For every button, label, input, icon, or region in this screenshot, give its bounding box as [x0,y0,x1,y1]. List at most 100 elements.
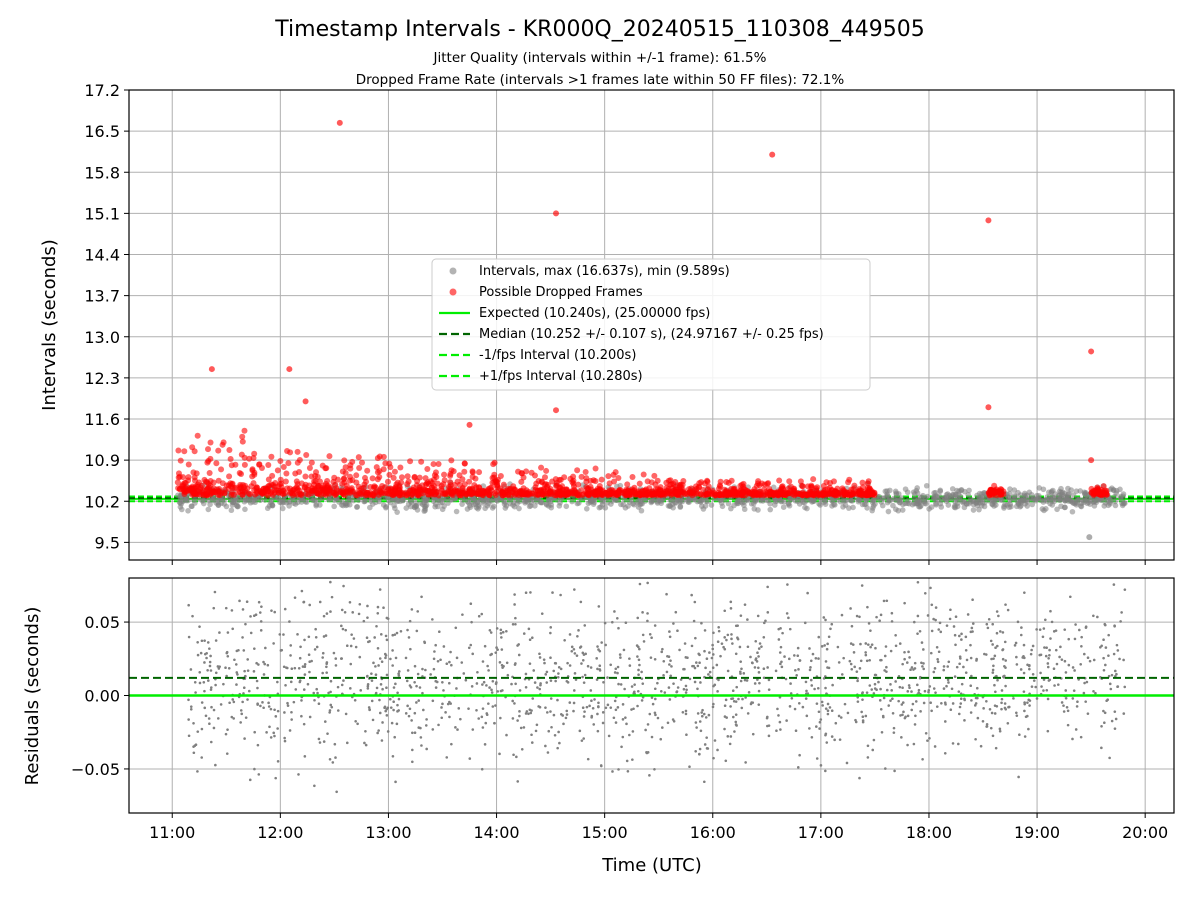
dropped-point [849,491,856,498]
residual-point [993,704,997,707]
residual-point [256,703,259,706]
residual-point [810,735,814,739]
residual-point [640,677,644,680]
residual-point [377,729,380,732]
residual-point [371,718,375,722]
residual-point [969,711,973,714]
residual-point [1079,735,1083,739]
dropped-point [813,490,820,497]
residual-point [290,710,293,714]
residual-point [187,734,191,738]
residual-point [684,684,688,688]
residual-point [891,711,895,715]
residuals-reference-lines [129,676,1174,697]
residual-point [313,648,317,651]
residual-point [386,617,390,620]
residual-point [1108,756,1111,760]
residual-point [613,610,616,613]
residual-point [850,667,854,671]
residual-point [579,600,583,604]
interval-point [362,497,369,504]
residual-point [901,713,904,717]
interval-point [543,502,550,508]
residual-point [588,704,591,708]
dropped-point [497,472,504,479]
residual-point [359,689,363,692]
residual-point [996,644,999,648]
interval-point [849,498,856,504]
residual-point [1058,655,1061,659]
residual-point [703,629,707,632]
residual-point [423,640,426,644]
interval-point [667,498,674,504]
dropped-point [470,489,477,496]
residual-point [872,692,876,695]
residual-point [317,737,321,741]
interval-point [703,498,710,504]
residual-point [650,696,654,699]
residual-point [692,619,696,623]
residual-point [929,651,933,655]
residual-point [483,743,487,746]
residual-point [732,700,736,703]
residual-point [906,743,909,747]
residual-point [1022,690,1026,693]
residual-point [607,734,611,738]
residual-point [196,730,200,733]
dropped-point [476,490,483,497]
residual-point [307,653,311,656]
residual-point [333,742,337,746]
residual-point [391,649,394,652]
dropped-point [463,490,470,497]
residual-point [565,709,569,713]
residual-point [868,658,871,662]
interval-point [1022,501,1028,507]
dropped-point [398,479,405,486]
residual-point [216,717,220,720]
residual-point [198,681,202,685]
residual-point [708,651,711,654]
residual-point [920,661,923,665]
interval-point [181,497,188,504]
residual-point [520,748,524,751]
residual-point [234,663,238,666]
residual-point [754,658,758,662]
residual-point [825,647,829,651]
interval-point [228,507,235,514]
interval-point [1084,497,1091,503]
residual-point [399,629,403,633]
residual-point [618,653,622,656]
residual-point [1047,657,1050,660]
residual-point [424,724,428,727]
residual-point [975,659,978,662]
residual-point [667,655,671,659]
residual-point [971,622,975,625]
residual-point [421,691,424,695]
residual-point [646,619,649,623]
residual-point [518,710,521,713]
residual-point [825,741,829,744]
residual-point [889,649,893,653]
residual-point [731,642,734,645]
residual-point [218,631,221,634]
residual-point [248,778,252,782]
residual-point [583,624,587,627]
dropped-point [704,491,711,498]
interval-point [510,502,516,508]
residual-point [583,673,587,677]
residual-point [1112,583,1116,586]
interval-point [231,499,238,505]
residual-point [331,761,335,764]
residual-point [231,627,235,631]
residual-point [386,706,390,710]
residual-point [596,712,599,716]
dropped-point [500,481,507,488]
residual-point [820,645,824,648]
dropped-point [570,473,577,480]
residual-point [534,729,538,733]
dropped-point [466,478,473,485]
dropped-point [207,439,214,446]
residual-point [340,683,344,687]
residual-point [203,689,206,693]
residual-point [262,660,265,664]
